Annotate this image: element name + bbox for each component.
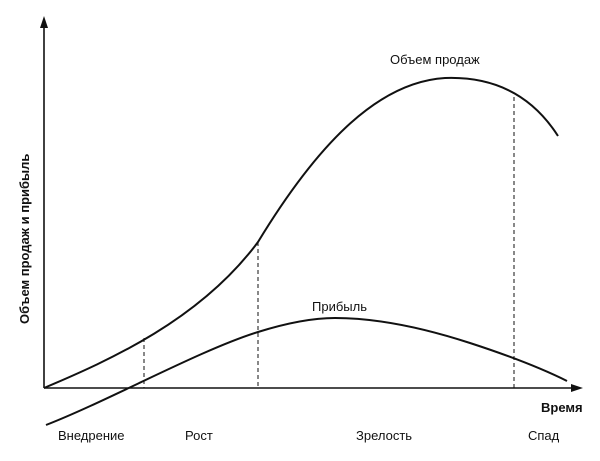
x-axis-arrow	[571, 384, 583, 392]
profit-curve	[45, 316, 568, 426]
stage-label-decline: Спад	[528, 428, 560, 443]
profit-curve-label: Прибыль	[312, 299, 367, 314]
y-axis-label: Объем продаж и прибыль	[17, 154, 32, 324]
sales-curve-label: Объем продаж	[390, 52, 480, 67]
sales-curve	[43, 76, 559, 389]
stage-label-introduction: Внедрение	[58, 428, 125, 443]
stage-label-maturity: Зрелость	[356, 428, 412, 443]
x-axis-label: Время	[541, 400, 583, 415]
y-axis-arrow	[40, 16, 48, 28]
stage-label-growth: Рост	[185, 428, 213, 443]
